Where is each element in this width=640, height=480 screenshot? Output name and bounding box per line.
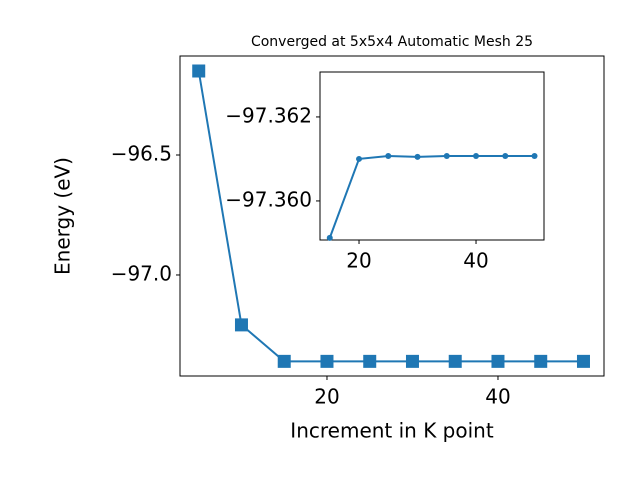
marker (502, 153, 509, 159)
x-tick-label: 20 (346, 249, 371, 273)
marker (448, 354, 462, 368)
marker (576, 354, 590, 368)
marker (385, 153, 392, 159)
marker (531, 153, 538, 159)
marker (234, 318, 248, 332)
marker (473, 153, 480, 159)
marker (277, 354, 291, 368)
data-line (197, 70, 584, 363)
data-line (328, 154, 535, 239)
y-axis-label: Energy (eV) (51, 157, 75, 275)
x-tick-label: 40 (485, 385, 510, 409)
x-tick-label: 40 (463, 249, 488, 273)
y-tick-label: −96.5 (111, 141, 172, 165)
y-tick-label: −97.0 (111, 261, 172, 285)
x-axis-label: Increment in K point (290, 419, 494, 443)
marker (326, 234, 333, 241)
marker (356, 155, 363, 162)
y-tick-label: −97.362 (225, 103, 312, 127)
marker (534, 354, 548, 368)
marker (405, 354, 419, 368)
marker (320, 354, 334, 368)
marker (443, 153, 450, 159)
chart-title: Converged at 5x5x4 Automatic Mesh 25 (251, 34, 533, 50)
y-tick-label: −97.360 (225, 187, 312, 211)
marker (192, 64, 206, 78)
marker (414, 153, 421, 160)
x-tick-label: 20 (314, 385, 339, 409)
marker (491, 354, 505, 368)
marker (363, 354, 377, 368)
